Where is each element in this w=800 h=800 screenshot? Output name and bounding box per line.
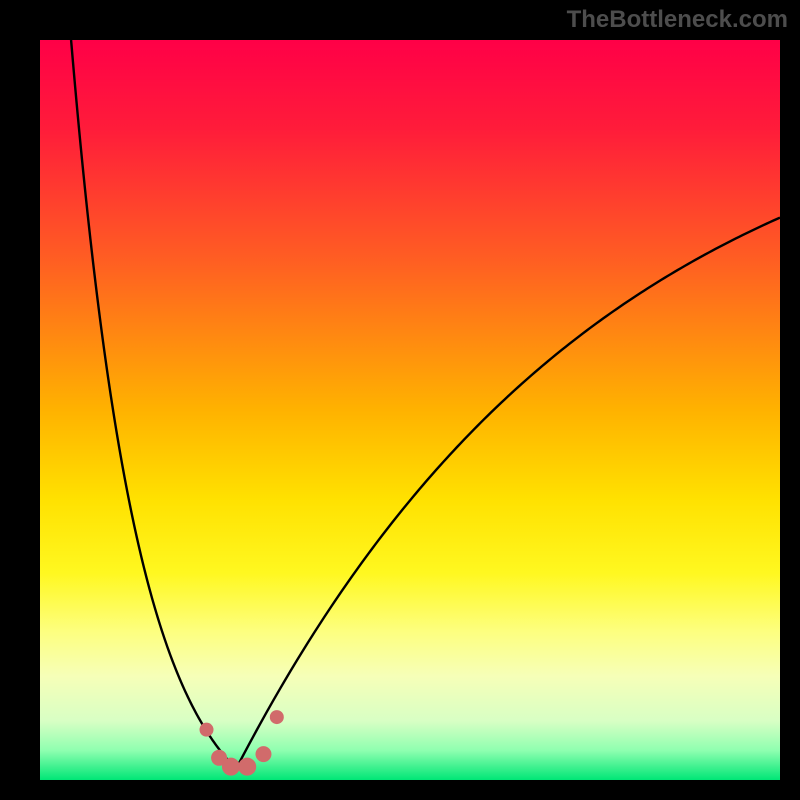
marker-point — [255, 746, 271, 762]
chart-container: TheBottleneck.com — [0, 0, 800, 800]
marker-point — [238, 758, 256, 776]
bottleneck-curve — [71, 40, 780, 769]
marker-point — [222, 758, 240, 776]
curve-overlay — [0, 0, 800, 800]
marker-point — [270, 710, 284, 724]
marker-point — [200, 723, 214, 737]
